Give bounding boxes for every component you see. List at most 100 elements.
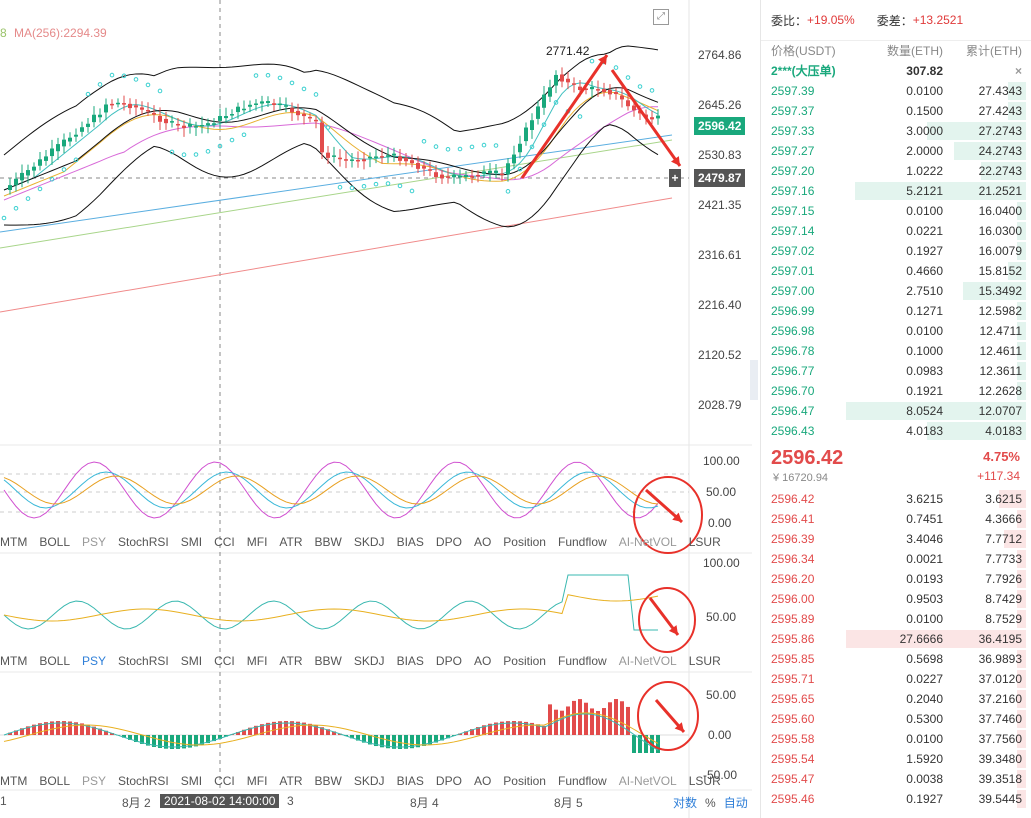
ask-row[interactable]: 2595.86 27.6666 36.4195 xyxy=(761,629,1031,649)
tab-position[interactable]: Position xyxy=(503,654,546,668)
crosshair-plus-icon[interactable]: + xyxy=(669,169,681,187)
ask-row[interactable]: 2596.42 3.6215 3.6215 xyxy=(761,489,1031,509)
ask-row[interactable]: 2595.54 1.5920 39.3480 xyxy=(761,749,1031,769)
ask-row[interactable]: 2596.34 0.0021 7.7733 xyxy=(761,549,1031,569)
tab-boll[interactable]: BOLL xyxy=(39,535,71,549)
ask-row[interactable]: 2595.58 0.0100 37.7560 xyxy=(761,729,1031,749)
tab-lsur[interactable]: LSUR xyxy=(688,535,721,549)
tab-boll[interactable]: BOLL xyxy=(39,654,71,668)
tab-cci[interactable]: CCI xyxy=(214,535,235,549)
candle-body xyxy=(608,89,612,95)
tab-fundflow[interactable]: Fundflow xyxy=(557,654,607,668)
ask-row[interactable]: 2595.65 0.2040 37.2160 xyxy=(761,689,1031,709)
tab-dpo[interactable]: DPO xyxy=(435,654,462,668)
tab-mfi[interactable]: MFI xyxy=(246,535,268,549)
ask-row[interactable]: 2596.41 0.7451 4.3666 xyxy=(761,509,1031,529)
big-order-row[interactable]: 2***(大压单) 307.82 × xyxy=(761,61,1031,81)
log-scale-button[interactable]: 对数 xyxy=(673,796,698,810)
histogram-bar xyxy=(416,735,420,748)
tab-dpo[interactable]: DPO xyxy=(435,774,462,788)
tab-stochrsi[interactable]: StochRSI xyxy=(118,774,169,788)
tab-bbw[interactable]: BBW xyxy=(314,535,342,549)
bid-row[interactable]: 2597.14 0.0221 16.0300 xyxy=(761,221,1031,241)
ask-row[interactable]: 2595.47 0.0038 39.3518 xyxy=(761,769,1031,789)
candle-body xyxy=(254,103,258,105)
tab-smi[interactable]: SMI xyxy=(180,774,203,788)
tab-bbw[interactable]: BBW xyxy=(314,774,342,788)
ask-row[interactable]: 2595.60 0.5300 37.7460 xyxy=(761,709,1031,729)
tab-bias[interactable]: BIAS xyxy=(396,774,424,788)
tab-ao[interactable]: AO xyxy=(473,774,492,788)
panel-collapse-handle[interactable] xyxy=(750,360,758,400)
tab-ao[interactable]: AO xyxy=(473,654,492,668)
bid-row[interactable]: 2597.27 2.0000 24.2743 xyxy=(761,141,1031,161)
tab-lsur[interactable]: LSUR xyxy=(688,654,721,668)
tab-atr[interactable]: ATR xyxy=(279,654,303,668)
tab-skdj[interactable]: SKDJ xyxy=(353,535,385,549)
bid-row[interactable]: 2596.78 0.1000 12.4611 xyxy=(761,341,1031,361)
ask-row[interactable]: 2595.89 0.0100 8.7529 xyxy=(761,609,1031,629)
tab-smi[interactable]: SMI xyxy=(180,535,203,549)
bid-row[interactable]: 2596.77 0.0983 12.3611 xyxy=(761,361,1031,381)
tab-ai-netvol[interactable]: AI-NetVOL xyxy=(618,774,677,788)
percent-scale-button[interactable]: % xyxy=(705,796,716,810)
tab-stochrsi[interactable]: StochRSI xyxy=(118,654,169,668)
ask-row[interactable]: 2595.71 0.0227 37.0120 xyxy=(761,669,1031,689)
ask-row[interactable]: 2596.20 0.0193 7.7926 xyxy=(761,569,1031,589)
bid-row[interactable]: 2597.15 0.0100 16.0400 xyxy=(761,201,1031,221)
tab-lsur[interactable]: LSUR xyxy=(688,774,721,788)
tab-psy[interactable]: PSY xyxy=(82,774,107,788)
tab-atr[interactable]: ATR xyxy=(279,774,303,788)
bid-row[interactable]: 2597.39 0.0100 27.4343 xyxy=(761,81,1031,101)
bid-row[interactable]: 2596.47 8.0524 12.0707 xyxy=(761,401,1031,421)
tab-ai-netvol[interactable]: AI-NetVOL xyxy=(618,654,677,668)
tab-position[interactable]: Position xyxy=(503,774,546,788)
tab-psy[interactable]: PSY xyxy=(82,654,107,668)
tab-cci[interactable]: CCI xyxy=(214,654,235,668)
bid-row[interactable]: 2596.70 0.1921 12.2628 xyxy=(761,381,1031,401)
tab-atr[interactable]: ATR xyxy=(279,535,303,549)
bid-row[interactable]: 2597.33 3.0000 27.2743 xyxy=(761,121,1031,141)
tab-dpo[interactable]: DPO xyxy=(435,535,462,549)
tab-mfi[interactable]: MFI xyxy=(246,774,268,788)
bid-row[interactable]: 2597.16 5.2121 21.2521 xyxy=(761,181,1031,201)
bid-row[interactable]: 2597.02 0.1927 16.0079 xyxy=(761,241,1031,261)
close-icon[interactable]: × xyxy=(1014,64,1022,78)
tab-smi[interactable]: SMI xyxy=(180,654,203,668)
tab-boll[interactable]: BOLL xyxy=(39,774,71,788)
tab-position[interactable]: Position xyxy=(503,535,546,549)
tab-stochrsi[interactable]: StochRSI xyxy=(118,535,169,549)
bid-row[interactable]: 2597.00 2.7510 15.3492 xyxy=(761,281,1031,301)
tab-mfi[interactable]: MFI xyxy=(246,654,268,668)
tab-cci[interactable]: CCI xyxy=(214,774,235,788)
tab-psy[interactable]: PSY xyxy=(82,535,107,549)
tab-bias[interactable]: BIAS xyxy=(396,535,424,549)
tab-ai-netvol[interactable]: AI-NetVOL xyxy=(618,535,677,549)
bid-row[interactable]: 2596.43 4.0183 4.0183 xyxy=(761,421,1031,441)
bid-row[interactable]: 2597.01 0.4660 15.8152 xyxy=(761,261,1031,281)
tab-bias[interactable]: BIAS xyxy=(396,654,424,668)
tab-fundflow[interactable]: Fundflow xyxy=(557,774,607,788)
tab-mtm[interactable]: MTM xyxy=(0,535,28,549)
expand-icon[interactable]: ⤢ xyxy=(653,9,669,25)
tab-fundflow[interactable]: Fundflow xyxy=(557,535,607,549)
sar-dot xyxy=(529,144,535,150)
tab-bbw[interactable]: BBW xyxy=(314,654,342,668)
ask-row[interactable]: 2596.00 0.9503 8.7429 xyxy=(761,589,1031,609)
ask-row[interactable]: 2595.85 0.5698 36.9893 xyxy=(761,649,1031,669)
auto-scale-button[interactable]: 自动 xyxy=(723,796,748,810)
tab-skdj[interactable]: SKDJ xyxy=(353,774,385,788)
candle-body xyxy=(110,103,114,106)
price-chart[interactable] xyxy=(0,0,752,818)
tab-mtm[interactable]: MTM xyxy=(0,654,28,668)
tab-mtm[interactable]: MTM xyxy=(0,774,28,788)
bid-row[interactable]: 2596.99 0.1271 12.5982 xyxy=(761,301,1031,321)
ask-row[interactable]: 2595.46 0.1927 39.5445 xyxy=(761,789,1031,809)
bid-row[interactable]: 2597.20 1.0222 22.2743 xyxy=(761,161,1031,181)
tab-ao[interactable]: AO xyxy=(473,535,492,549)
bid-row[interactable]: 2597.37 0.1500 27.4243 xyxy=(761,101,1031,121)
bid-row[interactable]: 2596.98 0.0100 12.4711 xyxy=(761,321,1031,341)
ask-row[interactable]: 2596.39 3.4046 7.7712 xyxy=(761,529,1031,549)
tab-skdj[interactable]: SKDJ xyxy=(353,654,385,668)
candle-body xyxy=(482,171,486,174)
